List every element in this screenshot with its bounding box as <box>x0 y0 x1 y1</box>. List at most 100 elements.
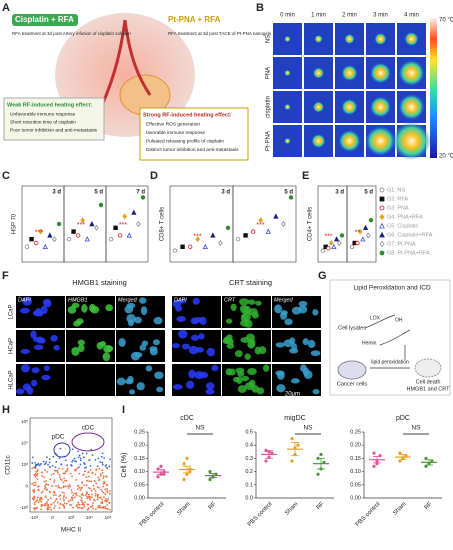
data-point <box>188 470 192 474</box>
cell <box>15 388 25 395</box>
event <box>33 501 36 504</box>
panel-label: B <box>256 2 264 14</box>
event <box>106 490 108 492</box>
event <box>65 502 68 505</box>
event <box>100 488 102 491</box>
event <box>33 474 36 476</box>
event <box>84 494 87 496</box>
event <box>64 470 67 473</box>
event <box>71 497 74 499</box>
cell <box>127 319 134 327</box>
event <box>41 490 44 493</box>
data-point <box>195 236 201 243</box>
event <box>67 485 69 488</box>
panel-label: G <box>318 270 327 282</box>
event <box>101 461 104 464</box>
event <box>86 495 88 498</box>
event <box>102 492 105 494</box>
y-tick-label: 0.15 <box>350 456 361 462</box>
cell <box>193 317 203 323</box>
y-tick-label: -10³ <box>20 505 29 510</box>
text: Poor tumor inhibition and anti-metastasi… <box>10 127 98 133</box>
data-point <box>218 240 223 246</box>
event <box>53 491 56 494</box>
event <box>108 465 111 468</box>
data-point <box>368 217 374 223</box>
event <box>91 471 94 474</box>
cell <box>118 337 126 347</box>
cell <box>247 367 257 376</box>
event <box>96 498 99 501</box>
event <box>51 464 54 467</box>
event <box>90 448 93 451</box>
event <box>38 489 40 492</box>
y-tick-label: 0.05 <box>134 482 145 488</box>
cell <box>274 304 283 314</box>
event <box>107 498 110 500</box>
event <box>101 506 104 509</box>
hot-spot <box>284 138 291 144</box>
event <box>33 497 36 500</box>
cell <box>75 318 84 325</box>
event <box>63 506 66 509</box>
event <box>53 479 56 482</box>
event <box>88 498 91 501</box>
event <box>69 504 71 506</box>
y-tick-label: 0.25 <box>350 429 361 435</box>
x-tick-label: Sham <box>392 501 407 516</box>
cell <box>22 296 33 306</box>
event <box>55 485 57 488</box>
data-point <box>360 236 366 242</box>
event <box>72 494 75 497</box>
event <box>46 471 49 473</box>
x-tick-label: 10⁵ <box>105 515 112 520</box>
cell <box>30 379 38 387</box>
text: 1 min <box>311 13 326 19</box>
data-point <box>131 209 137 215</box>
day-label: 3 d <box>52 190 61 196</box>
event <box>40 491 43 494</box>
event <box>104 499 106 502</box>
hot-spot <box>392 122 431 160</box>
data-point <box>98 202 104 208</box>
hot-spot <box>370 62 391 84</box>
data-point <box>52 236 57 243</box>
data-point <box>185 472 189 476</box>
annotation: *** <box>119 222 127 229</box>
event <box>44 462 47 465</box>
event <box>63 495 66 497</box>
event <box>50 508 53 511</box>
hot-spot <box>341 99 358 115</box>
event <box>48 506 51 509</box>
event <box>89 469 92 471</box>
event <box>64 479 66 482</box>
row-label: HLCaP <box>9 370 15 389</box>
event <box>95 482 98 485</box>
strong-box <box>139 107 249 161</box>
data-point <box>349 244 355 249</box>
cell <box>156 386 164 393</box>
event <box>61 468 64 470</box>
event <box>94 473 97 476</box>
event <box>73 496 76 499</box>
data-point <box>140 195 146 200</box>
event <box>98 506 101 509</box>
text: cDC <box>82 425 95 432</box>
cell <box>248 308 258 316</box>
y-tick-label: 0.4 <box>245 443 253 449</box>
event <box>77 466 80 469</box>
event <box>61 491 64 494</box>
event <box>88 480 90 483</box>
data-point <box>326 246 331 251</box>
event <box>89 465 92 467</box>
chart-title: cDC <box>180 415 194 422</box>
event <box>43 504 46 507</box>
y-label: CD4+ T cells <box>308 207 314 241</box>
text: Unfavorable immune response <box>10 111 76 117</box>
event <box>108 501 111 504</box>
panel-label: E <box>302 170 309 182</box>
event <box>53 507 55 510</box>
cell <box>77 339 85 346</box>
event <box>102 477 105 480</box>
column-label: DAPI <box>18 297 31 303</box>
